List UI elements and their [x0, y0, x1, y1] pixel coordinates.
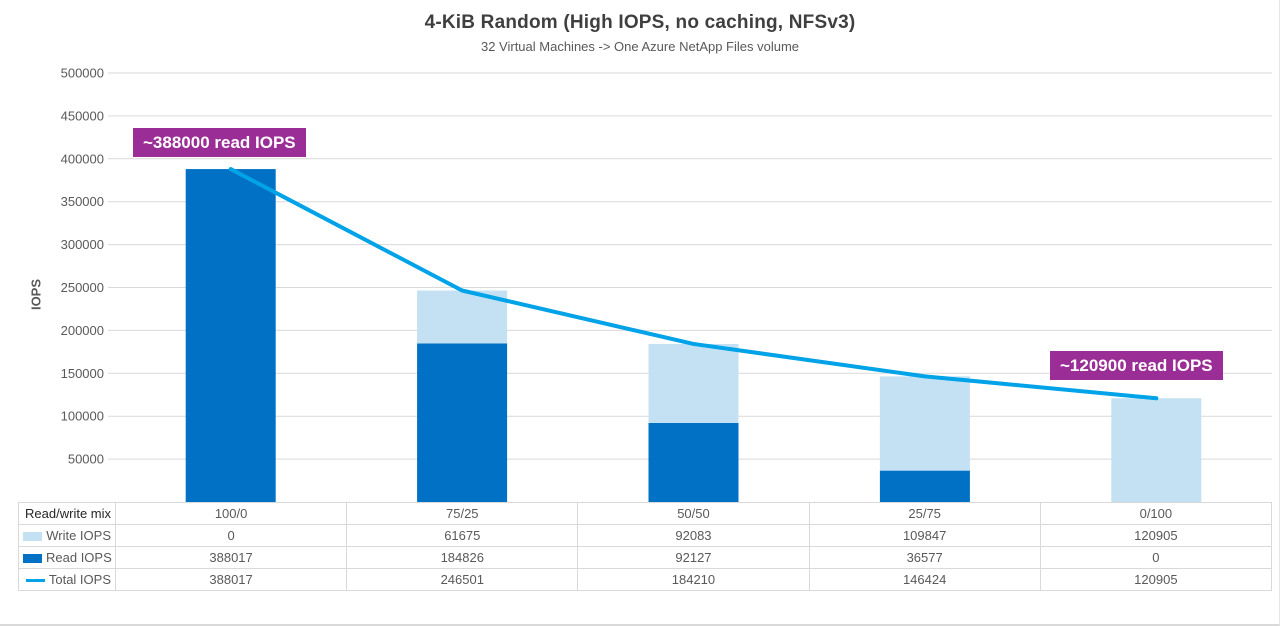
category-cell: 0/100: [1039, 502, 1273, 525]
bar-write-iops: [1111, 398, 1202, 502]
y-tick-label: 100000: [61, 409, 104, 424]
value-cell: 184210: [577, 568, 810, 591]
category-cell: 100/0: [114, 502, 348, 525]
series-header: Read IOPS: [18, 546, 116, 569]
value-cell: 146424: [808, 568, 1041, 591]
category-cell: 25/75: [808, 502, 1041, 525]
value-cell: 120905: [1039, 524, 1273, 547]
value-cell: 120905: [1039, 568, 1273, 591]
table-row-read-iops: Read IOPS 388017 184826 92127 36577 0: [18, 546, 1273, 569]
legend-key-line: [25, 579, 45, 583]
chart-subtitle: 32 Virtual Machines -> One Azure NetApp …: [480, 39, 800, 54]
value-cell: 0: [114, 524, 348, 547]
value-cell: 388017: [114, 568, 348, 591]
bar-read-iops: [648, 422, 739, 502]
value-cell: 109847: [808, 524, 1041, 547]
legend-key-swatch: [23, 554, 42, 564]
series-label: Read IOPS: [46, 550, 112, 565]
bar-read-iops: [185, 169, 276, 502]
y-tick-label: 150000: [61, 366, 104, 381]
series-label: Write IOPS: [46, 528, 111, 543]
table-row-mix: Read/write mix 100/0 75/25 50/50 25/75 0/100: [18, 502, 1273, 525]
line-total-iops: [228, 167, 1159, 401]
value-cell: 36577: [808, 546, 1041, 569]
annotation-read-iops-high: ~388000 read IOPS: [133, 128, 306, 157]
y-tick-label: 250000: [61, 280, 104, 295]
y-tick-label: 400000: [61, 151, 104, 166]
chart-title: 4-KiB Random (High IOPS, no caching, NFS…: [424, 12, 856, 33]
legend-key-swatch: [23, 532, 43, 542]
y-tick-label: 50000: [68, 452, 104, 467]
bar-write-iops: [879, 376, 970, 471]
series-header: Total IOPS: [18, 568, 116, 591]
y-tick-label: 350000: [61, 194, 104, 209]
table-row-write-iops: Write IOPS 0 61675 92083 109847 120905: [18, 524, 1273, 547]
data-table: Read/write mix 100/0 75/25 50/50 25/75 0/100 W…: [18, 502, 1273, 591]
bar-write-iops: [648, 343, 739, 423]
bar-read-iops: [417, 343, 508, 502]
y-tick-label: 200000: [61, 323, 104, 338]
series-label: Total IOPS: [48, 572, 111, 587]
value-cell: 61675: [346, 524, 579, 547]
value-cell: 388017: [114, 546, 348, 569]
value-cell: 184826: [346, 546, 579, 569]
bar-read-iops: [879, 470, 970, 502]
y-tick-label: 450000: [61, 108, 104, 123]
corner-header: Read/write mix: [18, 502, 116, 525]
y-tick-label: 500000: [61, 66, 104, 81]
category-cell: 75/25: [346, 502, 579, 525]
value-cell: 92083: [577, 524, 810, 547]
table-row-total-iops: Total IOPS 388017 246501 184210 146424 120905: [18, 568, 1273, 591]
y-tick-label: 300000: [61, 237, 104, 252]
value-cell: 0: [1039, 546, 1273, 569]
category-cell: 50/50: [577, 502, 810, 525]
value-cell: 92127: [577, 546, 810, 569]
series-header: Write IOPS: [18, 524, 116, 547]
value-cell: 246501: [346, 568, 579, 591]
annotation-read-iops-low: ~120900 read IOPS: [1050, 351, 1223, 380]
plot-area: 50000 100000 150000 200000 250000 300000 35000…: [61, 66, 1272, 502]
